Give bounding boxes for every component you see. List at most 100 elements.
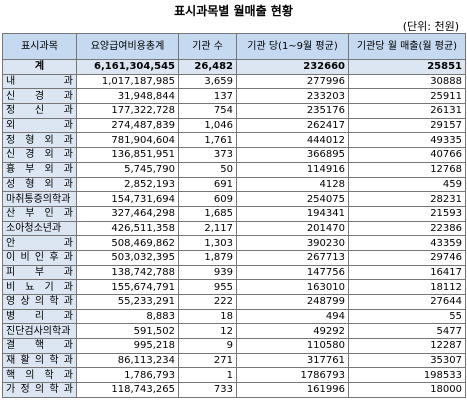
cell: 27644 (348, 294, 466, 310)
cell: 114916 (236, 161, 349, 178)
cell: 49335 (348, 132, 466, 149)
cell: 26131 (348, 103, 466, 119)
cell: 233203 (236, 88, 349, 105)
cell: 373 (178, 147, 237, 163)
table-row: 신 경 과 31,948,844 137 233203 25911 (2, 88, 466, 105)
table-row: 소아청소년과 426,511,358 2,117 201470 22386 (2, 220, 466, 237)
row-label: 산 부 인 과 (2, 205, 77, 222)
table-row: 신 경 외 과 136,851,951 373 366895 40766 (2, 147, 466, 163)
cell: 194341 (236, 205, 349, 222)
cell: 733 (178, 382, 237, 398)
row-label: 안 과 (2, 235, 77, 251)
row-label: 결 핵 과 (2, 338, 77, 354)
table-body: 계 6,161,304,545 26,482 232660 25851 내 과 1,017,… (2, 59, 466, 398)
cell: 154,731,694 (76, 191, 179, 207)
cell: 1 (178, 367, 237, 384)
table: 표시과목 요양급여비용총계 기관 수 기관 당(1~9월 평균) 기관당 월 매출(월 … (2, 33, 466, 398)
row-label: 신 경 과 (2, 88, 77, 105)
cell: 12287 (348, 338, 466, 354)
cell: 3,659 (178, 73, 237, 90)
table-row: 정 형 외 과 781,904,604 1,761 444012 49335 (2, 132, 466, 149)
cell: 18112 (348, 279, 466, 295)
cell: 5477 (348, 323, 466, 340)
cell: 138,742,788 (76, 264, 179, 281)
cell: 21593 (348, 205, 466, 222)
cell: 426,511,358 (76, 220, 179, 237)
cell: 274,487,839 (76, 117, 179, 134)
cell: 29746 (348, 249, 466, 266)
row-label: 이 비 인 후 과 (2, 249, 77, 266)
cell: 248799 (236, 294, 349, 310)
cell: 155,674,791 (76, 279, 179, 295)
table-row: 병 리 과 8,883 18 494 55 (2, 308, 466, 325)
cell: 609 (178, 191, 237, 207)
cell: 161996 (236, 382, 349, 398)
header-cell: 요양급여비용총계 (76, 33, 179, 60)
row-label: 흉 부 외 과 (2, 161, 77, 178)
row-label: 성 형 외 과 (2, 176, 77, 193)
cell: 459 (348, 176, 466, 193)
row-label: 내 과 (2, 73, 77, 90)
cell: 317761 (236, 352, 349, 369)
cell: 163010 (236, 279, 349, 295)
cell: 118,743,265 (76, 382, 179, 398)
cell: 254075 (236, 191, 349, 207)
cell: 9 (178, 338, 237, 354)
table-row: 흉 부 외 과 5,745,790 50 114916 12768 (2, 161, 466, 178)
table-row: 결 핵 과 995,218 9 110580 12287 (2, 338, 466, 354)
cell: 1,685 (178, 205, 237, 222)
cell: 8,883 (76, 308, 179, 325)
table-row: 이 비 인 후 과 503,032,395 1,879 267713 29746 (2, 249, 466, 266)
cell: 327,464,298 (76, 205, 179, 222)
cell: 18000 (348, 382, 466, 398)
table-row: 재 활 의 학 과 86,113,234 271 317761 35307 (2, 352, 466, 369)
cell: 691 (178, 176, 237, 193)
cell: 49292 (236, 323, 349, 340)
cell: 2,117 (178, 220, 237, 237)
cell: 4128 (236, 176, 349, 193)
row-label: 재 활 의 학 과 (2, 352, 77, 369)
table-row: 마취통증의학과 154,731,694 609 254075 28231 (2, 191, 466, 207)
cell: 277996 (236, 73, 349, 90)
row-label: 핵 의 학 과 (2, 367, 77, 384)
cell: 26,482 (178, 59, 237, 75)
cell: 22386 (348, 220, 466, 237)
cell: 995,218 (76, 338, 179, 354)
cell: 6,161,304,545 (76, 59, 179, 75)
table-row: 산 부 인 과 327,464,298 1,685 194341 21593 (2, 205, 466, 222)
cell: 12 (178, 323, 237, 340)
row-label: 가 정 의 학 과 (2, 382, 77, 398)
table-row: 가 정 의 학 과 118,743,265 733 161996 18000 (2, 382, 466, 398)
cell: 25911 (348, 88, 466, 105)
cell: 16417 (348, 264, 466, 281)
cell: 366895 (236, 147, 349, 163)
cell: 232660 (236, 59, 349, 75)
table-row: 피 부 과 138,742,788 939 147756 16417 (2, 264, 466, 281)
table-row: 계 6,161,304,545 26,482 232660 25851 (2, 59, 466, 75)
cell: 177,322,728 (76, 103, 179, 119)
cell: 1,879 (178, 249, 237, 266)
header-row: 표시과목 요양급여비용총계 기관 수 기관 당(1~9월 평균) 기관당 월 매출(월 … (2, 33, 466, 60)
row-label: 마취통증의학과 (2, 191, 77, 207)
cell: 494 (236, 308, 349, 325)
cell: 5,745,790 (76, 161, 179, 178)
cell: 235176 (236, 103, 349, 119)
cell: 29157 (348, 117, 466, 134)
header-cell: 기관 수 (178, 33, 237, 60)
cell: 781,904,604 (76, 132, 179, 149)
row-label: 신 경 외 과 (2, 147, 77, 163)
row-label: 소아청소년과 (2, 220, 77, 237)
cell: 2,852,193 (76, 176, 179, 193)
cell: 136,851,951 (76, 147, 179, 163)
cell: 444012 (236, 132, 349, 149)
table-row: 비 뇨 기 과 155,674,791 955 163010 18112 (2, 279, 466, 295)
cell: 591,502 (76, 323, 179, 340)
cell: 754 (178, 103, 237, 119)
cell: 1,303 (178, 235, 237, 251)
row-label: 피 부 과 (2, 264, 77, 281)
table-row: 성 형 외 과 2,852,193 691 4128 459 (2, 176, 466, 193)
cell: 40766 (348, 147, 466, 163)
cell: 31,948,844 (76, 88, 179, 105)
table-row: 진단검사의학과 591,502 12 49292 5477 (2, 323, 466, 340)
cell: 201470 (236, 220, 349, 237)
